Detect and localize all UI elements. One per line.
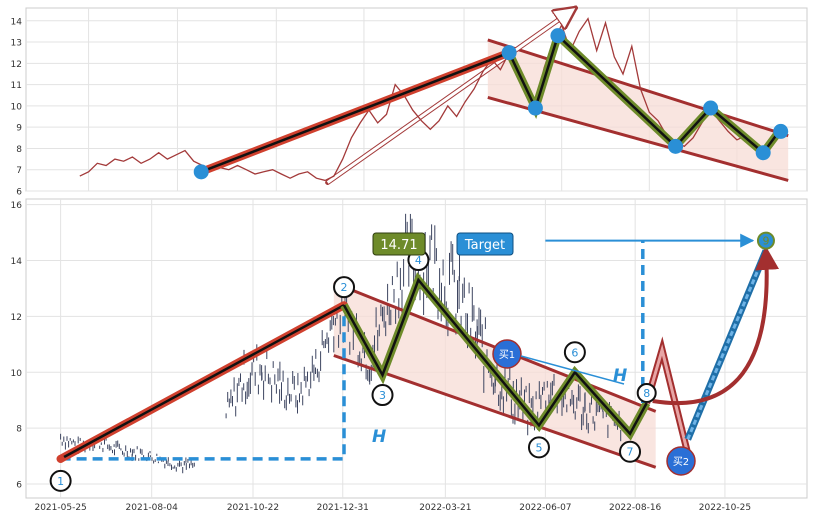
top-y-tick-labels: 6 7 8 9 10 11 12 13 14 <box>11 17 23 197</box>
top-plot-area <box>25 7 808 192</box>
pivot-label-9: 9 <box>762 235 769 248</box>
buy-marker-1: 买1 <box>492 339 522 369</box>
pivot-label-6: 6 <box>571 346 578 359</box>
pivot-marker-7 <box>619 440 642 463</box>
rise-path-inner <box>686 250 768 440</box>
bottom-y-tick-label: 16 <box>11 201 23 211</box>
top-pivot-point <box>527 100 543 116</box>
bottom-x-tick-label: 2022-08-16 <box>609 503 662 513</box>
bottom-gridlines <box>26 199 807 498</box>
bottom-overlays: 1 2 3 4 5 6 7 8 9 14.71 Target H H 买1 买2 <box>49 213 780 492</box>
value-box: 14.71 <box>372 232 426 256</box>
buy-marker-2-circle <box>666 446 696 476</box>
h-label-left: H <box>372 427 386 447</box>
bottom-zigzag-inner <box>342 277 648 436</box>
top-y-tick-label: 8 <box>16 145 22 155</box>
trend-start-dot <box>56 454 65 463</box>
pivot-marker-9 <box>756 231 775 250</box>
top-y-tick-label: 14 <box>11 17 23 27</box>
bottom-x-tick-label: 2022-10-25 <box>699 503 751 513</box>
pivot-marker-2 <box>333 276 356 299</box>
bottom-x-tick-label: 2022-03-21 <box>419 503 471 513</box>
bottom-x-tick-label: 2021-05-25 <box>34 503 86 513</box>
buy-marker-1-text: 买1 <box>499 349 515 361</box>
buy-marker-2: 买2 <box>666 446 696 476</box>
pivot-label-1: 1 <box>57 475 64 488</box>
top-pivot-point <box>501 45 517 61</box>
top-panel: 6 7 8 9 10 11 12 13 14 <box>11 7 808 198</box>
h-leg-dashed-line <box>60 305 346 461</box>
top-y-tick-label: 9 <box>16 124 22 134</box>
pivot-marker-5 <box>527 436 550 459</box>
target-curve-arrow <box>652 245 780 406</box>
top-trendline-inner <box>200 51 510 173</box>
value-box-bg <box>372 232 426 256</box>
target-box-bg <box>456 232 514 256</box>
top-y-tick-label: 13 <box>11 39 22 49</box>
top-overlays <box>79 8 789 185</box>
bottom-y-tick-label: 12 <box>11 313 22 323</box>
bottom-y-tick-labels: 6 8 10 12 14 16 <box>11 201 23 490</box>
buy-marker-1-circle <box>492 339 522 369</box>
top-pivot-point <box>550 28 566 44</box>
pivot-marker-8 <box>636 382 657 403</box>
pivot-label-3: 3 <box>379 389 386 402</box>
value-box-text: 14.71 <box>380 238 417 253</box>
top-channel-upper-line <box>487 38 789 138</box>
top-projection-arrow <box>326 8 576 184</box>
top-y-tick-label: 10 <box>11 102 23 112</box>
pivot-marker-3 <box>371 384 394 407</box>
h-label-right: H <box>613 366 627 386</box>
pivot-label-7: 7 <box>627 446 634 459</box>
pivot-label-2: 2 <box>341 281 348 294</box>
bottom-x-tick-label: 2021-08-04 <box>126 503 179 513</box>
bottom-x-tick-label: 2021-12-31 <box>317 503 369 513</box>
top-y-tick-label: 6 <box>16 188 22 198</box>
target-box: Target <box>456 232 514 256</box>
bottom-y-tick-label: 6 <box>16 481 22 491</box>
target-box-text: Target <box>464 238 505 253</box>
top-pivot-point <box>668 138 684 154</box>
bottom-y-tick-label: 8 <box>16 425 22 435</box>
bottom-x-tick-label: 2022-06-07 <box>519 503 571 513</box>
pivot-marker-1 <box>49 469 72 492</box>
top-pivot-point <box>755 145 771 161</box>
buy1-connector <box>520 355 625 385</box>
bottom-x-tick-label: 2021-10-22 <box>227 503 279 513</box>
bottom-channel-lower-line <box>333 354 657 469</box>
pivot-marker-6 <box>563 341 586 364</box>
top-y-tick-label: 11 <box>11 81 22 91</box>
bottom-y-tick-label: 14 <box>11 257 23 267</box>
pivot-label-8: 8 <box>643 387 650 400</box>
top-y-tick-label: 12 <box>11 60 22 70</box>
buy-marker-2-text: 买2 <box>673 456 689 468</box>
top-y-tick-label: 7 <box>16 166 22 176</box>
top-pivot-point <box>773 123 789 139</box>
bottom-trendline-inner <box>60 304 345 460</box>
pivot-label-5: 5 <box>535 441 542 454</box>
top-pivot-point <box>703 100 719 116</box>
bottom-x-tick-labels: 2021-05-25 2021-08-04 2021-10-22 2021-12-31… <box>34 503 751 513</box>
bottom-y-tick-label: 10 <box>11 369 23 379</box>
top-pivot-point <box>193 164 209 180</box>
pivot-label-4: 4 <box>415 254 422 267</box>
